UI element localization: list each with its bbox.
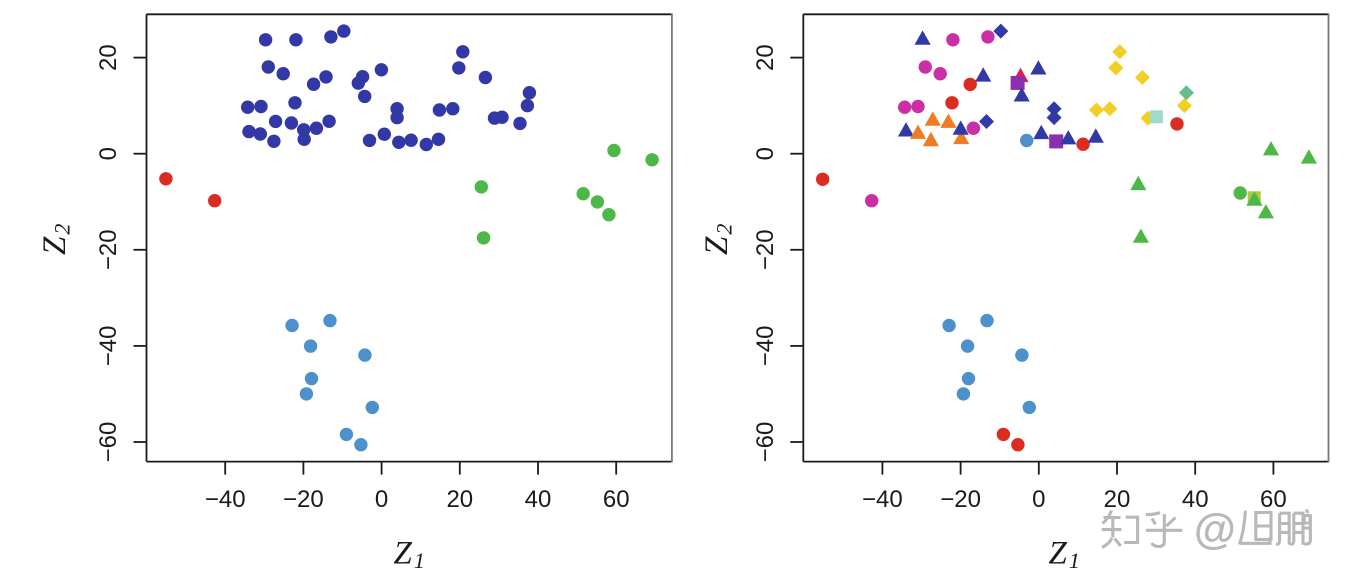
svg-text:−20: −20 [752, 229, 779, 270]
svg-text:−40: −40 [862, 486, 903, 513]
svg-text:20: 20 [95, 44, 122, 71]
svg-text:−20: −20 [95, 229, 122, 270]
svg-text:−40: −40 [95, 326, 122, 367]
svg-text:20: 20 [446, 486, 473, 513]
svg-text:−20: −20 [940, 486, 981, 513]
svg-text:0: 0 [375, 486, 388, 513]
svg-text:60: 60 [603, 486, 630, 513]
svg-text:−20: −20 [283, 486, 324, 513]
svg-text:20: 20 [1104, 486, 1131, 513]
svg-text:40: 40 [1182, 486, 1209, 513]
svg-text:0: 0 [1032, 486, 1045, 513]
svg-text:40: 40 [525, 486, 552, 513]
svg-text:20: 20 [752, 44, 779, 71]
svg-text:@: @ [1194, 505, 1236, 553]
svg-text:0: 0 [95, 147, 122, 160]
svg-text:−40: −40 [205, 486, 246, 513]
svg-text:−60: −60 [752, 422, 779, 463]
svg-text:−60: −60 [95, 422, 122, 463]
svg-text:0: 0 [752, 147, 779, 160]
svg-text:Z1: Z1 [394, 536, 425, 574]
svg-text:−40: −40 [752, 326, 779, 367]
svg-text:60: 60 [1260, 486, 1287, 513]
